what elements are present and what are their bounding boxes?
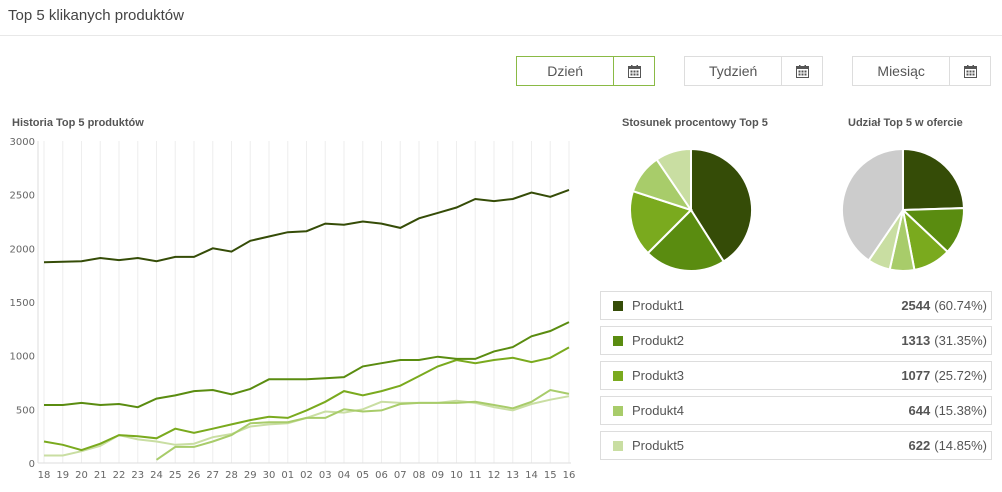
x-tick-label: 01 <box>281 470 294 481</box>
legend-pct: (15.38%) <box>934 403 987 418</box>
x-tick-label: 03 <box>319 470 332 481</box>
x-tick-label: 16 <box>563 470 576 481</box>
x-tick-label: 10 <box>450 470 463 481</box>
legend-value: 1313 <box>901 333 931 348</box>
x-tick-label: 25 <box>169 470 182 481</box>
x-tick-label: 13 <box>506 470 519 481</box>
x-tick-label: 27 <box>206 470 219 481</box>
y-tick-label: 0 <box>29 459 35 470</box>
calendar-icon[interactable] <box>782 57 822 85</box>
legend-value: 1077 <box>901 368 931 383</box>
legend-swatch <box>613 300 623 311</box>
page-title: Top 5 klikanych produktów <box>8 7 184 24</box>
period-day-label: Dzień <box>517 57 615 85</box>
legend-pct: (25.72%) <box>934 368 987 383</box>
series-line-produkt1 <box>43 188 570 264</box>
y-tick-label: 2000 <box>10 244 35 255</box>
x-tick-label: 19 <box>56 470 69 481</box>
x-tick-label: 15 <box>544 470 557 481</box>
pie-slice-produkt1 <box>902 147 966 212</box>
legend-pct: (60.74%) <box>934 298 987 313</box>
legend-swatch <box>613 405 623 416</box>
series-line-produkt4 <box>155 388 570 461</box>
legend-name: Produkt3 <box>632 368 685 383</box>
legend-swatch <box>613 335 623 346</box>
period-month-button[interactable]: Miesiąc <box>852 56 991 86</box>
legend-value: 644 <box>908 403 931 418</box>
x-tick-label: 30 <box>263 470 276 481</box>
x-tick-label: 04 <box>338 470 351 481</box>
pie-slice-produkt3 <box>629 189 693 255</box>
series-line-produkt3 <box>43 346 570 452</box>
period-day-button[interactable]: Dzień <box>516 56 655 86</box>
calendar-icon[interactable] <box>614 57 654 85</box>
legend: Produkt1 2544 (60.74%) Produkt2 1313 (31… <box>600 291 992 466</box>
period-week-label: Tydzień <box>685 57 783 85</box>
legend-row-produkt1[interactable]: Produkt1 2544 (60.74%) <box>600 291 992 320</box>
x-tick-label: 21 <box>94 470 107 481</box>
x-tick-label: 18 <box>38 470 51 481</box>
calendar-icon[interactable] <box>950 57 990 85</box>
pie-share-title: Stosunek procentowy Top 5 <box>622 117 768 129</box>
period-month-label: Miesiąc <box>853 57 951 85</box>
y-tick-label: 500 <box>16 405 35 416</box>
pie-slice-produkt5 <box>655 147 692 214</box>
legend-name: Produkt4 <box>632 403 685 418</box>
y-tick-label: 1000 <box>10 352 35 363</box>
title-divider <box>0 35 1002 36</box>
series-line-produkt2 <box>44 321 570 409</box>
legend-row-produkt5[interactable]: Produkt5 622 (14.85%) <box>600 431 992 460</box>
x-tick-label: 23 <box>131 470 144 481</box>
line-chart-title: Historia Top 5 produktów <box>12 117 144 129</box>
x-tick-label: 12 <box>488 470 501 481</box>
x-tick-label: 14 <box>525 470 538 481</box>
x-tick-label: 05 <box>356 470 369 481</box>
line-chart: 0 500 1000 1500 2000 2500 3000 18 19 20 21 22 23 24 25… <box>10 137 576 481</box>
x-tick-label: 22 <box>113 470 126 481</box>
x-tick-label: 11 <box>469 470 482 481</box>
pie-chart-offer <box>841 147 966 272</box>
x-tick-label: 29 <box>244 470 257 481</box>
legend-row-produkt3[interactable]: Produkt3 1077 (25.72%) <box>600 361 992 390</box>
legend-name: Produkt5 <box>632 438 685 453</box>
x-tick-label: 26 <box>188 470 201 481</box>
legend-pct: (14.85%) <box>934 438 987 453</box>
legend-value: 622 <box>908 438 931 453</box>
legend-swatch <box>613 440 623 451</box>
x-tick-label: 06 <box>375 470 388 481</box>
y-tick-label: 3000 <box>10 137 35 148</box>
legend-swatch <box>613 370 623 381</box>
x-tick-label: 09 <box>431 470 444 481</box>
legend-pct: (31.35%) <box>934 333 987 348</box>
legend-name: Produkt1 <box>632 298 685 313</box>
x-tick-label: 07 <box>394 470 407 481</box>
x-tick-label: 20 <box>75 470 88 481</box>
period-week-button[interactable]: Tydzień <box>684 56 823 86</box>
legend-name: Produkt2 <box>632 333 685 348</box>
y-tick-label: 1500 <box>10 298 35 309</box>
pie-slice-other <box>841 147 904 262</box>
y-tick-label: 2500 <box>10 191 35 202</box>
x-tick-label: 02 <box>300 470 313 481</box>
x-tick-label: 08 <box>413 470 426 481</box>
pie-slice-produkt2 <box>646 208 726 272</box>
legend-value: 2544 <box>901 298 931 313</box>
pie-chart-share <box>629 147 753 272</box>
legend-row-produkt2[interactable]: Produkt2 1313 (31.35%) <box>600 326 992 355</box>
x-tick-label: 24 <box>150 470 163 481</box>
pie-offer-title: Udział Top 5 w ofercie <box>848 117 963 129</box>
legend-row-produkt4[interactable]: Produkt4 644 (15.38%) <box>600 396 992 425</box>
x-tick-label: 28 <box>225 470 238 481</box>
